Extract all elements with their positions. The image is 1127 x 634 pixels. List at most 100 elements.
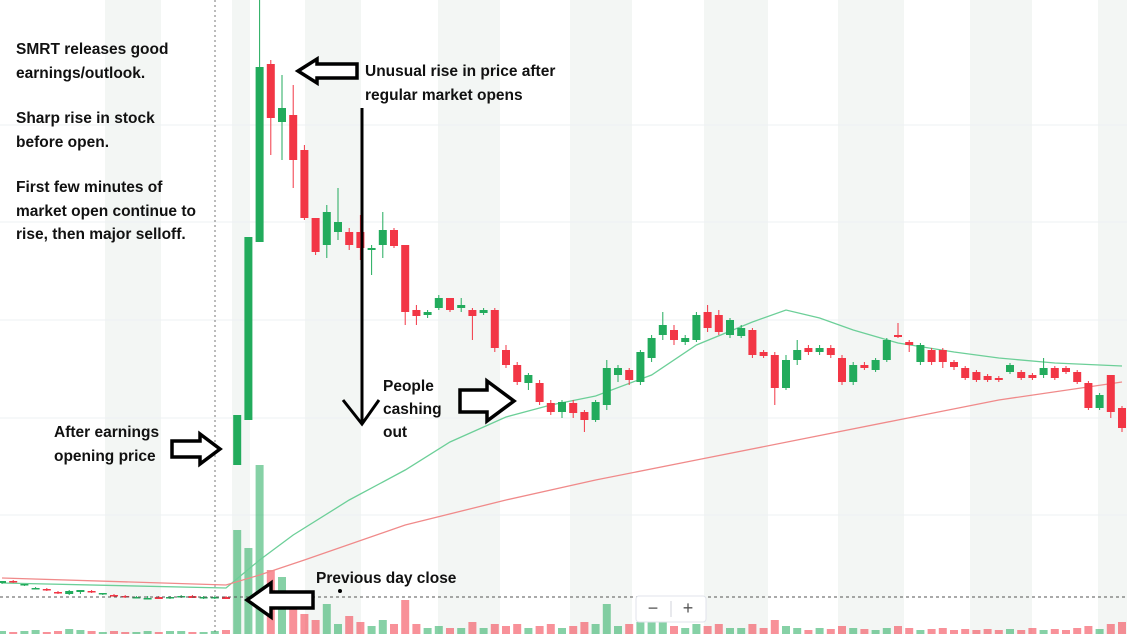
annotation-text: market open continue to [16, 203, 196, 220]
volume-bar [121, 632, 130, 634]
arrow-left [243, 579, 315, 621]
candle-body [703, 312, 712, 328]
candle-body [367, 248, 376, 250]
volume-bar [423, 628, 432, 634]
candle-body [490, 310, 499, 348]
volume-bar [636, 622, 645, 634]
candle-body [143, 598, 152, 600]
candle-body [793, 350, 802, 360]
candle-body [591, 402, 600, 420]
volume-bar [546, 624, 555, 634]
volume-bar [244, 548, 253, 634]
volume-bar [714, 624, 723, 634]
moving-average-line [1, 381, 1123, 586]
volume-bar [479, 628, 488, 634]
candle-body [1006, 365, 1014, 372]
candle-body [815, 348, 824, 352]
candle-body [737, 328, 746, 336]
candle-body [311, 218, 320, 252]
annotation-text: out [383, 424, 407, 441]
candle-body [636, 352, 645, 382]
session-band [438, 0, 500, 634]
zoom-out-button[interactable]: − [648, 598, 659, 618]
candle-body [154, 597, 163, 599]
volume-bar [1006, 629, 1014, 634]
volume-bar [793, 628, 802, 634]
marker-dot [338, 589, 342, 593]
volume-bar [177, 631, 186, 634]
candle-body [1095, 395, 1104, 408]
volume-bar [703, 626, 712, 634]
volume-bar [938, 628, 947, 634]
volume-bar [31, 630, 40, 634]
candle-body [882, 340, 891, 360]
candle-body [446, 298, 454, 310]
candle-body [1039, 368, 1048, 375]
candle-body [849, 365, 858, 382]
arrow-left [294, 55, 359, 87]
candle-body [266, 64, 275, 118]
volume-bar [143, 631, 152, 634]
candle-body [916, 345, 925, 362]
volume-bar [826, 629, 835, 634]
candle-body [658, 325, 667, 335]
volume-bar [625, 624, 634, 634]
volume-bar [154, 632, 163, 634]
candle-body [647, 338, 656, 358]
candles [0, 0, 1126, 600]
volume-bar [737, 628, 746, 634]
volume-bar [905, 628, 914, 634]
volume-bar [882, 628, 891, 634]
volume-bar [770, 620, 779, 634]
candle-body [42, 589, 51, 591]
volume-bar [87, 631, 96, 634]
candle-body [681, 338, 690, 342]
volume-bar [1017, 630, 1026, 634]
volume-bar [457, 628, 466, 634]
moving-averages [1, 309, 1123, 589]
candle-body [894, 335, 902, 337]
volume-bar [255, 465, 264, 634]
volume-bar [490, 624, 499, 634]
candle-body [356, 232, 365, 248]
annotation-text: earnings/outlook. [16, 65, 145, 82]
volume-bar [524, 628, 533, 634]
session-band [970, 0, 1032, 634]
candle-body [166, 597, 174, 599]
candle-body [434, 298, 443, 308]
candle-body [502, 350, 510, 365]
candle-body [244, 237, 253, 420]
candle-body [692, 315, 701, 340]
volume-bar [42, 632, 51, 634]
candle-body [87, 591, 96, 593]
zoom-in-button[interactable]: + [683, 598, 694, 618]
candle-body [546, 403, 555, 412]
candle-body [1050, 368, 1059, 378]
candle-body [1084, 383, 1093, 408]
volume-bar [345, 616, 354, 634]
candle-body [322, 212, 331, 245]
annotation-text: rise, then major selloff. [16, 226, 186, 243]
volume-bar [20, 631, 29, 634]
volume-bar [972, 630, 981, 634]
candle-body [76, 590, 85, 592]
zoom-controls: − + [635, 595, 707, 623]
volume-bar [132, 632, 141, 634]
volume-bar [1095, 629, 1104, 634]
volume-bar [222, 630, 230, 634]
session-band [105, 0, 161, 634]
volume-bar [983, 629, 992, 634]
candle-body [1106, 375, 1115, 412]
session-band [704, 0, 768, 634]
volume-bar [65, 629, 74, 634]
volume-bar [815, 628, 824, 634]
volume-bar [1062, 630, 1070, 634]
candle-body [580, 412, 589, 420]
volume-bar [1106, 624, 1115, 634]
session-band [232, 0, 250, 634]
annotations: SMRT releases good earnings/outlook. Sha… [16, 41, 555, 587]
volume-bar [961, 629, 970, 634]
candle-body [390, 230, 398, 246]
annotation-text: SMRT releases good [16, 41, 168, 58]
volume-bar [994, 630, 1003, 634]
